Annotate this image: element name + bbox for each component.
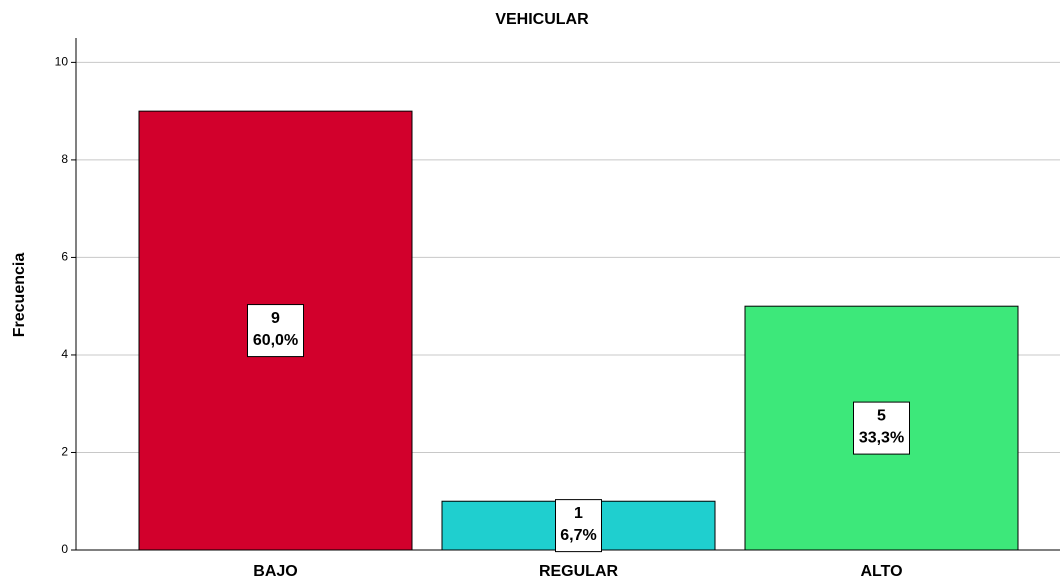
y-tick-label: 2: [61, 445, 68, 459]
data-label-box: [853, 401, 910, 455]
data-label-box: [555, 499, 602, 553]
data-label: 1: [574, 505, 583, 522]
data-label: 9: [271, 310, 280, 327]
y-tick-label: 10: [55, 55, 69, 69]
x-tick-label: REGULAR: [539, 563, 619, 580]
data-label-box: [247, 304, 304, 358]
x-tick-label: ALTO: [860, 563, 902, 580]
chart-title: VEHICULAR: [495, 11, 589, 28]
data-label: 5: [877, 407, 886, 424]
y-axis-label: Frecuencia: [11, 253, 28, 338]
percent-label: 33,3%: [859, 429, 904, 446]
percent-label: 6,7%: [560, 527, 596, 544]
y-tick-label: 4: [61, 347, 68, 361]
y-tick-label: 8: [61, 152, 68, 166]
x-tick-label: BAJO: [253, 563, 297, 580]
percent-label: 60,0%: [253, 332, 298, 349]
y-tick-label: 0: [61, 542, 68, 556]
y-tick-label: 6: [61, 250, 68, 264]
